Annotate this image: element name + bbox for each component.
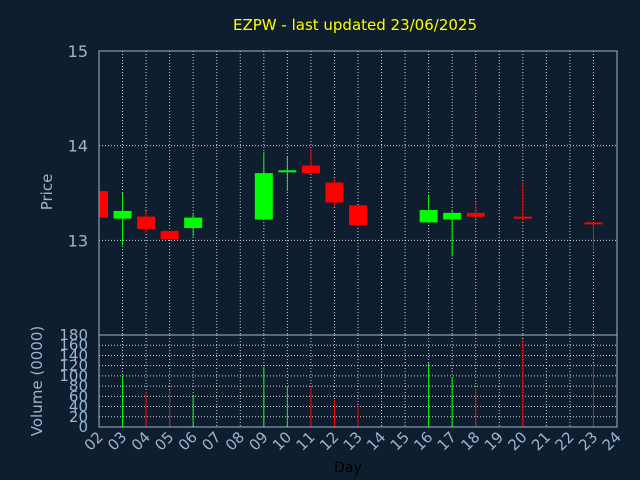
day-tick-label: 23 [575, 428, 601, 454]
volume-tick-label: 120 [59, 357, 88, 375]
day-tick-label: 06 [175, 428, 201, 454]
day-tick-label: 16 [410, 428, 436, 454]
volume-tick-label: 20 [69, 408, 88, 426]
volume-tick-label: 100 [59, 367, 88, 385]
candle-body [278, 170, 297, 173]
candle-body [254, 173, 273, 220]
price-grid [99, 51, 617, 335]
candle-body [584, 222, 603, 225]
price-axis-title: Price [38, 174, 56, 211]
day-tick-label: 19 [481, 428, 507, 454]
day-tick-label: 20 [504, 428, 530, 454]
candle-body [301, 165, 320, 174]
day-tick-label: 11 [293, 428, 319, 454]
day-tick-label: 24 [599, 428, 625, 454]
day-tick-label: 05 [151, 428, 177, 454]
price-axis: 13 14 15 [68, 42, 88, 250]
volume-tick-label: 160 [59, 336, 88, 354]
volume-axis-title: Volume (0000) [28, 326, 46, 436]
day-tick-label: 21 [528, 428, 554, 454]
day-tick-label: 03 [104, 428, 130, 454]
candle-body [137, 216, 156, 229]
candle-body [184, 217, 203, 229]
day-axis: 0203040506070809101112131415161718192021… [81, 428, 625, 454]
day-tick-label: 09 [245, 428, 271, 454]
volume-tick-label: 60 [69, 387, 88, 405]
price-tick-label: 14 [68, 137, 88, 156]
candle-body [325, 182, 344, 203]
day-tick-label: 10 [269, 428, 295, 454]
price-tick-label: 15 [68, 42, 88, 61]
candle-body [513, 216, 532, 219]
day-tick-label: 17 [434, 428, 460, 454]
x-axis-title: Day [334, 460, 362, 476]
volume-tick-label: 40 [69, 398, 88, 416]
candle-body [113, 210, 132, 219]
day-tick-label: 07 [198, 428, 224, 454]
price-candles [98, 148, 603, 257]
chart-title: EZPW - last updated 23/06/2025 [233, 16, 477, 34]
day-tick-label: 18 [457, 428, 483, 454]
day-tick-label: 04 [128, 428, 154, 454]
volume-tick-label: 140 [59, 346, 88, 364]
price-tick-label: 13 [68, 231, 88, 250]
candle-body [160, 230, 179, 240]
day-tick-label: 13 [340, 428, 366, 454]
candle-body [349, 205, 367, 226]
candle-body [419, 210, 438, 223]
volume-plot-frame [98, 334, 618, 428]
day-tick-label: 14 [363, 428, 389, 454]
candle-body [99, 191, 108, 218]
candle-body [443, 212, 462, 220]
volume-tick-label: 80 [69, 377, 88, 395]
volume-bars [122, 340, 594, 427]
day-tick-label: 12 [316, 428, 342, 454]
day-tick-label: 15 [387, 428, 413, 454]
day-tick-label: 08 [222, 428, 248, 454]
candle-body [466, 212, 485, 217]
day-tick-label: 22 [552, 428, 578, 454]
volume-tick-label: 180 [59, 326, 88, 344]
volume-tick-label: 0 [78, 418, 88, 436]
